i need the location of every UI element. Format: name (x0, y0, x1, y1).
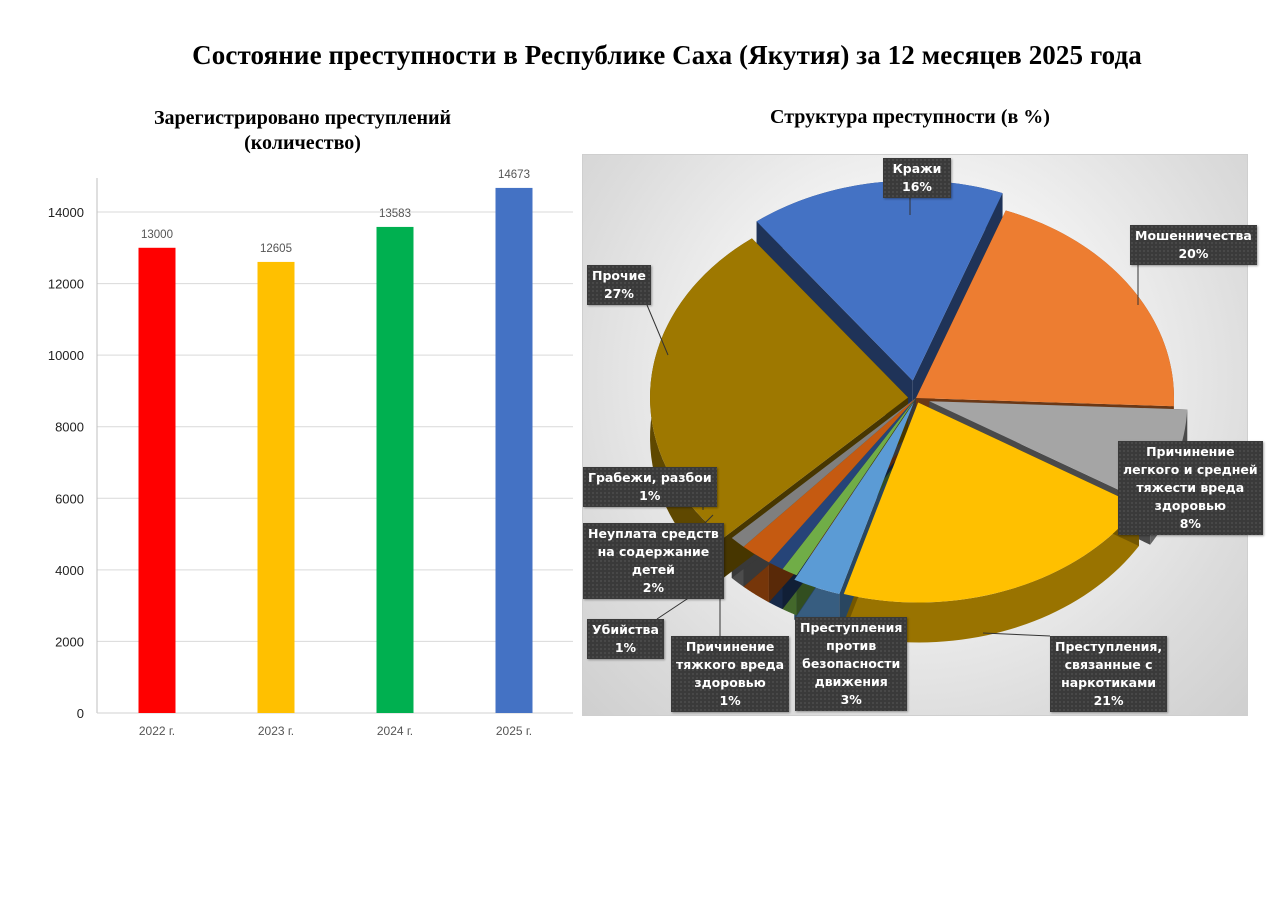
bar-chart: 0 2000 4000 6000 8000 10000 12000 14000 13000 202… (48, 169, 573, 738)
pie-data-label: Причинение легкого и средней тяжести вреда… (1118, 441, 1263, 535)
pie-data-label: Мошенничества 20% (1130, 225, 1257, 265)
pie-label-text: здоровью (1154, 498, 1227, 513)
pie-label-text: тяжести вреда (1136, 480, 1245, 495)
pie-slice-7[interactable] (743, 398, 916, 563)
pie-label-percent: 8% (1179, 516, 1201, 531)
x-category-label: 2025 г. (496, 724, 532, 738)
pie-slice-6[interactable] (768, 398, 916, 570)
y-tick-label: 4000 (55, 563, 84, 578)
pie-top (650, 180, 1188, 603)
y-tick-label: 0 (77, 706, 84, 721)
pie-slice-8[interactable] (731, 398, 916, 547)
pie-label-percent: 1% (639, 488, 661, 503)
pie-slice-4[interactable] (794, 402, 914, 594)
bar-value-label: 13000 (141, 229, 173, 241)
pie-label-text: тяжкого вреда (676, 657, 785, 672)
bar-chart-title-line-2: (количество) (244, 132, 361, 154)
pie-data-label: Преступления, связанные с наркотиками 21% (1050, 636, 1168, 712)
pie-label-text: Преступления, (1055, 639, 1163, 654)
pie-label-percent: 1% (614, 640, 637, 655)
pie-label-text: движения (814, 674, 888, 689)
page-title: Состояние преступности в Республике Саха… (192, 40, 1142, 70)
pie-slice-3[interactable] (843, 402, 1139, 603)
pie-label-text: Прочие (592, 268, 646, 283)
pie-label-text: Причинение (685, 639, 775, 654)
bar-2023[interactable] (257, 261, 295, 713)
pie-data-label: Кражи 16% (883, 158, 951, 198)
pie-slice-1[interactable] (916, 210, 1174, 407)
bar-chart-title: Зарегистрировано преступлений (количеств… (100, 106, 505, 156)
x-category-label: 2023 г. (258, 724, 294, 738)
pie-data-label: Грабежи, разбои 1% (583, 467, 717, 507)
pie-label-percent: 21% (1093, 693, 1124, 708)
pie-label-text: Причинение (1146, 444, 1235, 459)
pie-label-text: наркотиками (1061, 675, 1157, 690)
pie-label-text: безопасности (802, 656, 901, 671)
pie-label-text: детей (631, 562, 675, 577)
bar-2025[interactable] (495, 187, 533, 714)
pie-chart-title: Структура преступности (в %) (770, 106, 1050, 128)
pie-label-text: Мошенничества (1135, 228, 1252, 243)
pie-label-percent: 2% (642, 580, 665, 595)
pie-label-percent: 20% (1178, 246, 1209, 261)
pie-chart-panel: Кражи 16% Мошенничества 20% Причинение легког… (582, 154, 1263, 716)
y-tick-label: 10000 (48, 348, 84, 363)
pie-label-text: Кражи (892, 161, 942, 176)
x-category-label: 2024 г. (377, 724, 413, 738)
pie-label-percent: 27% (603, 286, 634, 301)
pie-label-text: Неуплата средств (588, 526, 719, 541)
bar-value-label: 12605 (260, 243, 292, 255)
pie-slice-5[interactable] (782, 398, 916, 576)
bar-value-label: 14673 (498, 169, 530, 181)
y-tick-label: 8000 (55, 420, 84, 435)
y-tick-label: 6000 (55, 491, 84, 506)
y-tick-label: 2000 (55, 634, 84, 649)
bar-chart-title-line-1: Зарегистрировано преступлений (153, 107, 452, 129)
pie-slice-9[interactable] (650, 238, 909, 538)
bar-2024[interactable] (376, 226, 414, 713)
pie-label-percent: 3% (840, 692, 862, 707)
pie-slice-side (843, 505, 1139, 643)
y-tick-label: 12000 (48, 277, 84, 292)
pie-data-label: Причинение тяжкого вреда здоровью 1% (671, 636, 790, 712)
pie-label-text: Грабежи, разбои (588, 470, 712, 485)
pie-data-label: Прочие 27% (587, 265, 651, 305)
pie-label-text: на содержание (597, 544, 710, 559)
bar-2022[interactable] (138, 247, 176, 714)
pie-label-text: Убийства (592, 622, 659, 637)
pie-label-percent: 16% (902, 179, 932, 194)
x-category-label: 2022 г. (139, 724, 175, 738)
pie-label-percent: 1% (719, 693, 741, 708)
bar-value-label: 13583 (379, 208, 411, 220)
pie-data-label: Неуплата средств на содержание детей 2% (583, 523, 724, 599)
pie-label-text: легкого и средней (1123, 462, 1258, 477)
pie-label-text: против (826, 638, 877, 653)
pie-data-label: Преступления против безопасности движения 3% (795, 617, 908, 711)
pie-label-text: связанные с (1064, 657, 1153, 672)
y-tick-label: 14000 (48, 205, 84, 220)
pie-slice-0[interactable] (756, 180, 1003, 381)
pie-label-text: здоровью (694, 675, 766, 690)
pie-data-label: Убийства 1% (587, 619, 664, 659)
pie-label-text: Преступления (800, 620, 903, 635)
